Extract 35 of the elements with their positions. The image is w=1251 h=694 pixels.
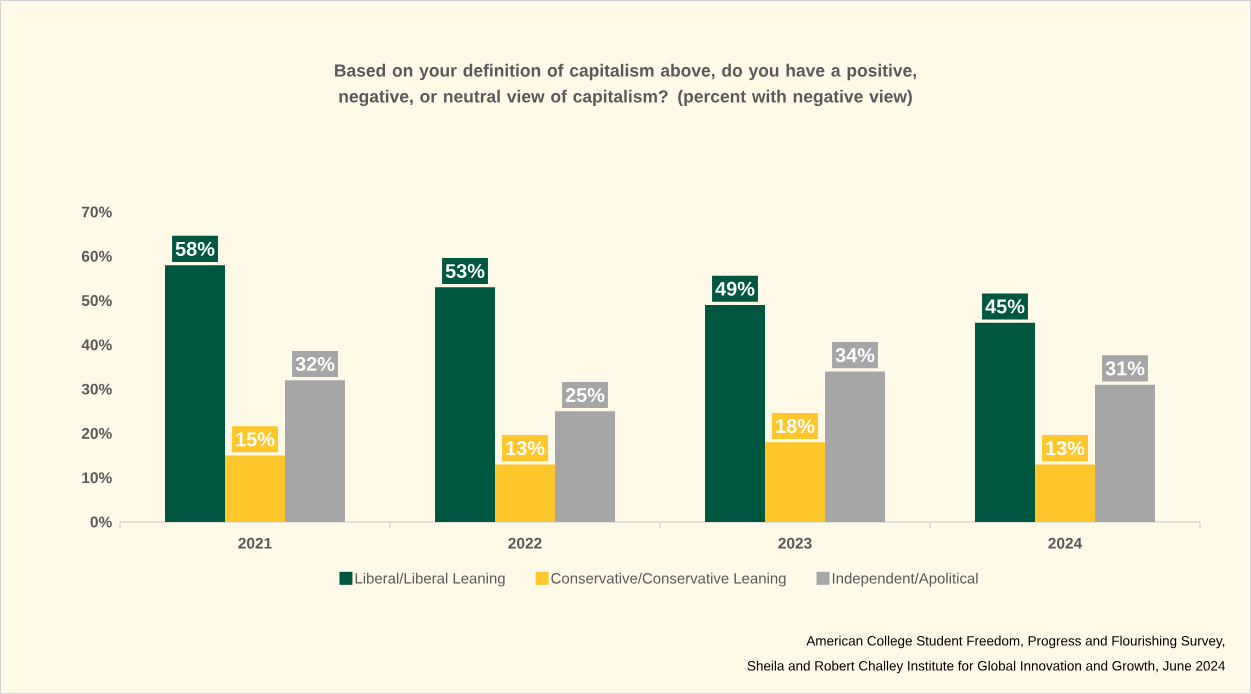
bar	[435, 287, 496, 522]
y-tick-label: 0%	[90, 516, 112, 528]
bar	[285, 380, 346, 522]
data-label: 49%	[715, 281, 755, 296]
data-label: 58%	[175, 241, 215, 256]
data-label: 34%	[835, 348, 875, 363]
bar	[555, 411, 616, 522]
chart-title: Based on your definition of capitalism above, do you have a positive, negative, or neutral view of capitalism? (percent with negative view)	[335, 63, 916, 107]
text: Sheila and Robert Challey Institute for Global Innovation and Growth, June 2024	[747, 660, 1226, 674]
legend-label: Liberal/Liberal Leaning	[355, 572, 505, 587]
data-label: 13%	[1046, 441, 1085, 456]
legend-label: Independent/Apolitical	[832, 572, 978, 587]
y-tick-label: 30%	[81, 383, 112, 395]
x-tick-label: 2021	[238, 537, 272, 549]
x-tick-label: 2023	[778, 537, 812, 549]
y-tick-label: 10%	[82, 472, 112, 484]
data-label: 53%	[445, 263, 485, 279]
data-label: 32%	[295, 356, 335, 372]
bar	[165, 265, 226, 522]
y-tick-label: 70%	[81, 206, 112, 218]
data-label: 18%	[776, 418, 815, 434]
y-tick-label: 60%	[81, 250, 112, 262]
data-label: 15%	[236, 432, 275, 447]
y-tick-label: 50%	[81, 295, 112, 307]
data-label: 31%	[1105, 361, 1145, 376]
data-label: 45%	[985, 299, 1025, 314]
bar	[765, 442, 826, 522]
legend-label: Conservative/Conservative Leaning	[551, 572, 786, 587]
y-tick-label: 20%	[81, 427, 112, 439]
data-label: 13%	[506, 441, 545, 456]
x-tick-label: 2024	[1048, 537, 1083, 549]
data-label: 25%	[565, 387, 605, 403]
text: American College Student Freedom, Progress and Flourishing Survey,	[806, 635, 1225, 649]
x-tick-label: 2022	[508, 537, 542, 549]
y-tick-label: 40%	[81, 339, 112, 351]
